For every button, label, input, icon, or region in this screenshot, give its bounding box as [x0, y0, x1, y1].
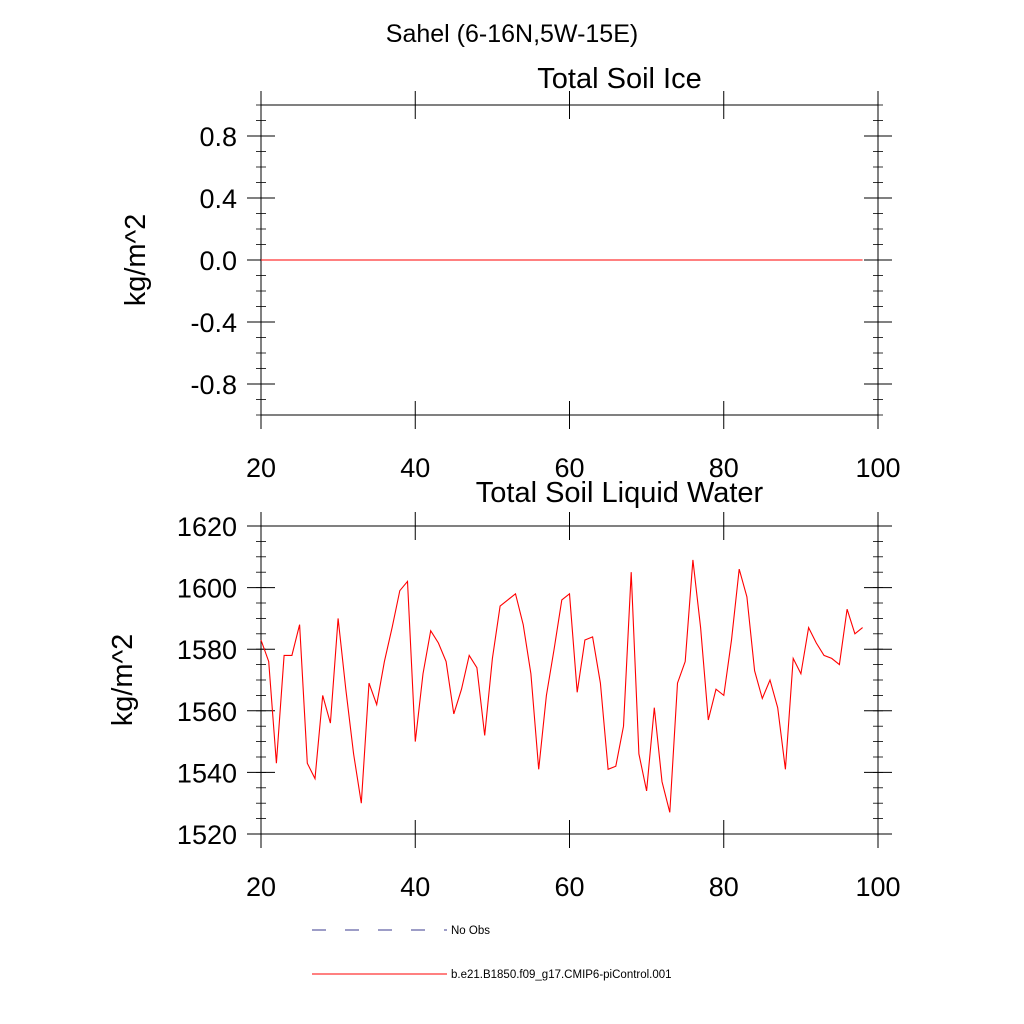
chart-panel-2: Total Soil Liquid Water 1620 1600 1580 1560 1…	[107, 477, 901, 902]
y-tick-label: 1600	[177, 574, 237, 604]
series-line-1	[260, 559, 863, 813]
x-tick-label: 80	[709, 453, 739, 483]
chart-panel-1: Total Soil Ice 0.8 0.4 0.0 -0.4 -0.8 20 40 60 80 1…	[120, 63, 901, 483]
x-tick-label: 20	[246, 453, 276, 483]
figure-title: Sahel (6-16N,5W-15E)	[386, 20, 638, 48]
y-axis-label: kg/m^2	[120, 214, 152, 307]
chart-title: Total Soil Ice	[537, 63, 701, 95]
chart-title: Total Soil Liquid Water	[476, 477, 764, 509]
y-tick-label: -0.8	[190, 370, 237, 400]
plot-frame	[260, 525, 879, 835]
legend: No Obs b.e21.B1850.f09_g17.CMIP6-piContro…	[312, 925, 672, 981]
x-tick-label: 80	[709, 872, 739, 902]
y-tick-label: 1520	[177, 820, 237, 850]
y-tick-label: 1560	[177, 697, 237, 727]
x-tick-label: 100	[855, 872, 900, 902]
x-tick-label: 60	[554, 872, 584, 902]
y-tick-label: -0.4	[190, 308, 237, 338]
y-axis-label: kg/m^2	[107, 634, 139, 727]
y-tick-label: 1580	[177, 635, 237, 665]
x-tick-label: 40	[400, 872, 430, 902]
x-tick-label: 20	[246, 872, 276, 902]
x-tick-label: 40	[400, 453, 430, 483]
y-tick-label: 1540	[177, 758, 237, 788]
y-tick-label: 0.4	[199, 184, 237, 214]
y-tick-label: 0.0	[199, 246, 237, 276]
legend-label-2: b.e21.B1850.f09_g17.CMIP6-piControl.001	[451, 969, 672, 981]
x-tick-label: 60	[554, 453, 584, 483]
y-tick-label: 0.8	[199, 122, 237, 152]
legend-label-1: No Obs	[451, 925, 490, 937]
y-tick-label: 1620	[177, 512, 237, 542]
x-tick-label: 100	[855, 453, 900, 483]
chart-panels: Total Soil Ice 0.8 0.4 0.0 -0.4 -0.8 20 40 60 80 1…	[107, 63, 901, 902]
